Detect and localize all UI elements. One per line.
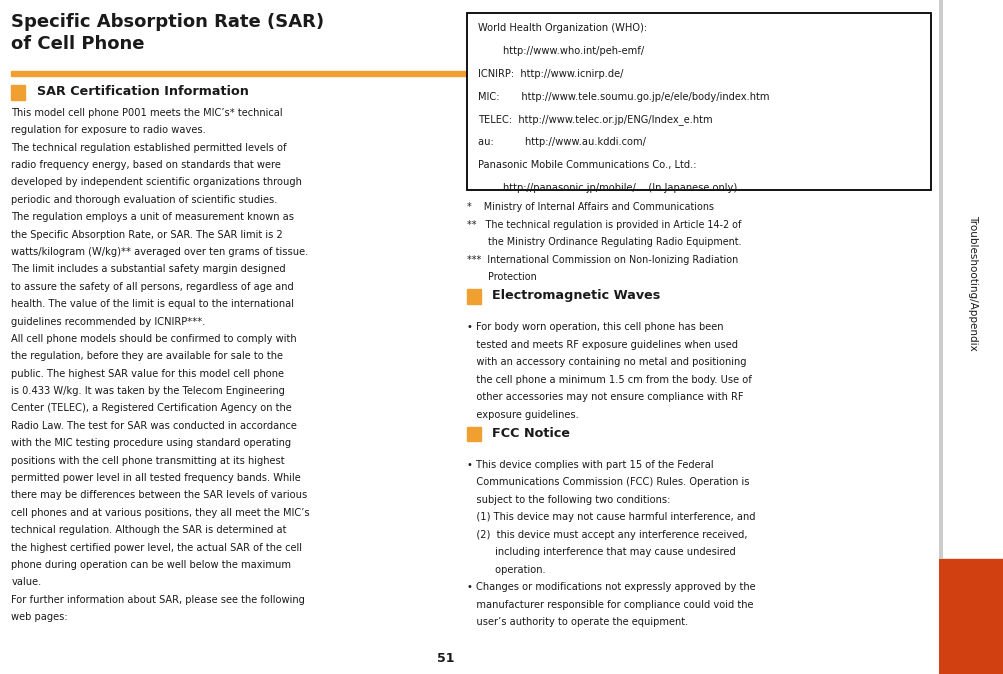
Text: health. The value of the limit is equal to the international: health. The value of the limit is equal … — [11, 299, 294, 309]
Text: guidelines recommended by ICNIRP***.: guidelines recommended by ICNIRP***. — [11, 317, 206, 326]
Text: developed by independent scientific organizations through: developed by independent scientific orga… — [11, 177, 302, 187]
Text: there may be differences between the SAR levels of various: there may be differences between the SAR… — [11, 491, 307, 500]
Text: http://panasonic.jp/mobile/    (In Japanese only): http://panasonic.jp/mobile/ (In Japanese… — [477, 183, 736, 193]
Text: **   The technical regulation is provided in Article 14-2 of: ** The technical regulation is provided … — [466, 220, 740, 230]
Text: ICNIRP:  http://www.icnirp.de/: ICNIRP: http://www.icnirp.de/ — [477, 69, 623, 79]
Text: *    Ministry of Internal Affairs and Communications: * Ministry of Internal Affairs and Commu… — [466, 202, 713, 212]
Text: Specific Absorption Rate (SAR): Specific Absorption Rate (SAR) — [11, 13, 324, 32]
Text: • This device complies with part 15 of the Federal: • This device complies with part 15 of t… — [466, 460, 712, 470]
Text: other accessories may not ensure compliance with RF: other accessories may not ensure complia… — [466, 392, 742, 402]
Text: All cell phone models should be confirmed to comply with: All cell phone models should be confirme… — [11, 334, 297, 344]
Text: the regulation, before they are available for sale to the: the regulation, before they are availabl… — [11, 351, 283, 361]
Text: Panasonic Mobile Communications Co., Ltd.:: Panasonic Mobile Communications Co., Ltd… — [477, 160, 696, 171]
Text: • Changes or modifications not expressly approved by the: • Changes or modifications not expressly… — [466, 582, 754, 592]
Text: the Ministry Ordinance Regulating Radio Equipment.: the Ministry Ordinance Regulating Radio … — [466, 237, 740, 247]
Text: value.: value. — [11, 578, 41, 587]
Bar — [466, 289, 480, 304]
Text: FCC Notice: FCC Notice — [491, 427, 570, 440]
Text: with an accessory containing no metal and positioning: with an accessory containing no metal an… — [466, 357, 745, 367]
Bar — [466, 427, 480, 441]
Text: manufacturer responsible for compliance could void the: manufacturer responsible for compliance … — [466, 600, 752, 610]
Text: (1) This device may not cause harmful interference, and: (1) This device may not cause harmful in… — [466, 512, 754, 522]
Text: user’s authority to operate the equipment.: user’s authority to operate the equipmen… — [466, 617, 687, 627]
Text: including interference that may cause undesired: including interference that may cause un… — [466, 547, 734, 557]
Text: au:          http://www.au.kddi.com/: au: http://www.au.kddi.com/ — [477, 137, 645, 148]
Text: of Cell Phone: of Cell Phone — [11, 35, 144, 53]
Text: watts/kilogram (W/kg)** averaged over ten grams of tissue.: watts/kilogram (W/kg)** averaged over te… — [11, 247, 308, 257]
Text: For further information about SAR, please see the following: For further information about SAR, pleas… — [11, 594, 305, 605]
Text: the cell phone a minimum 1.5 cm from the body. Use of: the cell phone a minimum 1.5 cm from the… — [466, 375, 750, 385]
Text: Communications Commission (FCC) Rules. Operation is: Communications Commission (FCC) Rules. O… — [466, 477, 748, 487]
Text: Troubleshooting/Appendix: Troubleshooting/Appendix — [967, 215, 977, 351]
Text: Electromagnetic Waves: Electromagnetic Waves — [491, 289, 660, 303]
Text: http://www.who.int/peh-emf/: http://www.who.int/peh-emf/ — [477, 46, 644, 56]
Text: cell phones and at various positions, they all meet the MIC’s: cell phones and at various positions, th… — [11, 508, 310, 518]
Text: World Health Organization (WHO):: World Health Organization (WHO): — [477, 23, 646, 33]
Bar — [938, 559, 1003, 674]
Text: the highest certified power level, the actual SAR of the cell: the highest certified power level, the a… — [11, 543, 302, 553]
Text: technical regulation. Although the SAR is determined at: technical regulation. Although the SAR i… — [11, 525, 287, 535]
Text: permitted power level in all tested frequency bands. While: permitted power level in all tested freq… — [11, 473, 301, 483]
Text: Protection: Protection — [466, 272, 536, 282]
Text: TELEC:  http://www.telec.or.jp/ENG/Index_e.htm: TELEC: http://www.telec.or.jp/ENG/Index_… — [477, 115, 712, 125]
Text: The limit includes a substantial safety margin designed: The limit includes a substantial safety … — [11, 264, 286, 274]
Text: exposure guidelines.: exposure guidelines. — [466, 410, 578, 420]
Bar — [11, 85, 25, 100]
Text: Radio Law. The test for SAR was conducted in accordance: Radio Law. The test for SAR was conducte… — [11, 421, 297, 431]
Text: The regulation employs a unit of measurement known as: The regulation employs a unit of measure… — [11, 212, 294, 222]
Text: periodic and thorough evaluation of scientific studies.: periodic and thorough evaluation of scie… — [11, 195, 278, 205]
Text: is 0.433 W/kg. It was taken by the Telecom Engineering: is 0.433 W/kg. It was taken by the Telec… — [11, 386, 285, 396]
Text: 51: 51 — [436, 652, 454, 665]
Text: Center (TELEC), a Registered Certification Agency on the: Center (TELEC), a Registered Certificati… — [11, 404, 292, 413]
Text: web pages:: web pages: — [11, 612, 68, 622]
Text: This model cell phone P001 meets the MIC’s* technical: This model cell phone P001 meets the MIC… — [11, 108, 283, 118]
Text: MIC:       http://www.tele.soumu.go.jp/e/ele/body/index.htm: MIC: http://www.tele.soumu.go.jp/e/ele/b… — [477, 92, 768, 102]
Text: radio frequency energy, based on standards that were: radio frequency energy, based on standar… — [11, 160, 281, 170]
Text: public. The highest SAR value for this model cell phone: public. The highest SAR value for this m… — [11, 369, 284, 379]
Text: the Specific Absorption Rate, or SAR. The SAR limit is 2: the Specific Absorption Rate, or SAR. Th… — [11, 230, 283, 239]
Text: ***  International Commission on Non-Ionizing Radiation: *** International Commission on Non-Ioni… — [466, 255, 737, 265]
Text: (2)  this device must accept any interference received,: (2) this device must accept any interfer… — [466, 530, 746, 540]
Text: • For body worn operation, this cell phone has been: • For body worn operation, this cell pho… — [466, 322, 722, 332]
Text: SAR Certification Information: SAR Certification Information — [36, 85, 248, 98]
Text: to assure the safety of all persons, regardless of age and: to assure the safety of all persons, reg… — [11, 282, 294, 292]
Text: operation.: operation. — [466, 565, 545, 575]
FancyBboxPatch shape — [466, 13, 931, 190]
Text: positions with the cell phone transmitting at its highest: positions with the cell phone transmitti… — [11, 456, 285, 466]
Text: with the MIC testing procedure using standard operating: with the MIC testing procedure using sta… — [11, 438, 291, 448]
Text: subject to the following two conditions:: subject to the following two conditions: — [466, 495, 669, 505]
Bar — [938, 0, 942, 559]
Text: phone during operation can be well below the maximum: phone during operation can be well below… — [11, 560, 291, 570]
Text: regulation for exposure to radio waves.: regulation for exposure to radio waves. — [11, 125, 206, 135]
Text: The technical regulation established permitted levels of: The technical regulation established per… — [11, 143, 287, 152]
Bar — [11, 71, 879, 76]
Text: tested and meets RF exposure guidelines when used: tested and meets RF exposure guidelines … — [466, 340, 737, 350]
